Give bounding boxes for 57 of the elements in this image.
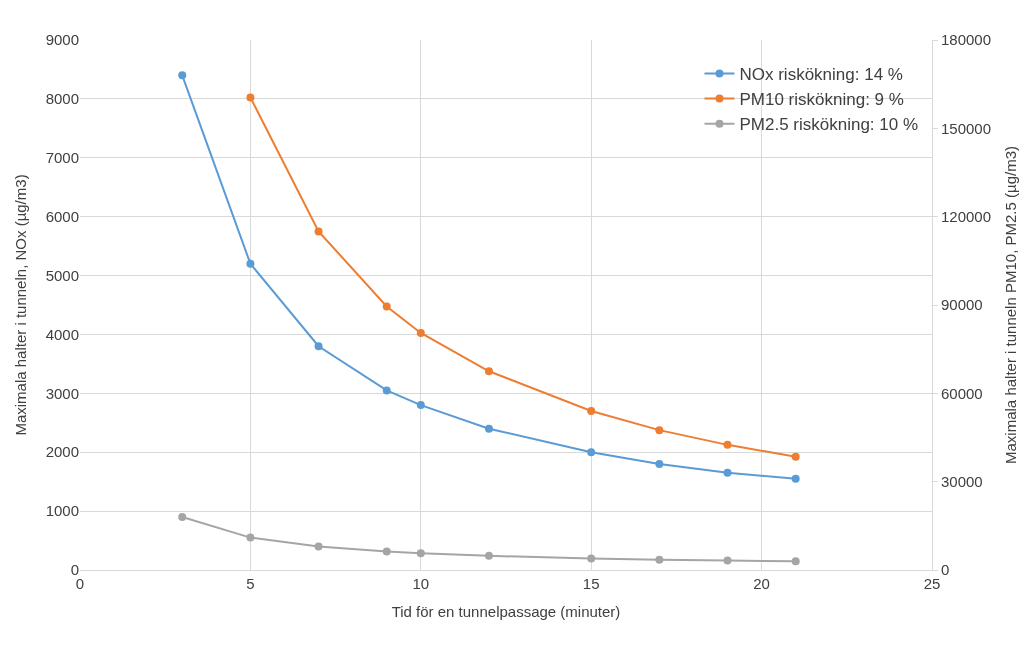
point	[382, 547, 391, 556]
point	[655, 426, 664, 435]
y-tick-label: 5000	[45, 266, 79, 284]
point	[382, 302, 391, 311]
y-tick-label: 6000	[45, 207, 79, 225]
point	[587, 448, 596, 457]
y-tick-label: 8000	[45, 90, 79, 108]
point	[416, 401, 425, 410]
legend-label: NOx riskökning: 14 %	[739, 65, 903, 85]
y2-tick-label: 150000	[941, 119, 992, 137]
y-tick-label: 0	[70, 561, 79, 579]
x-tick-label: 10	[412, 575, 430, 592]
point	[416, 328, 425, 337]
legend-label: PM2.5 riskökning: 10 %	[739, 115, 919, 135]
point	[178, 513, 187, 521]
point	[791, 557, 800, 566]
x-axis-title: Tid för en tunnelpassage (minuter)	[391, 603, 621, 620]
point	[484, 551, 493, 560]
point	[246, 93, 255, 102]
point	[723, 468, 732, 477]
point	[723, 440, 732, 449]
point	[723, 556, 732, 565]
y2-tick-label: 60000	[941, 384, 983, 402]
y2-tick-label: 0	[941, 561, 950, 579]
y2-tick-label: 180000	[941, 31, 992, 49]
y2-tick-label: 90000	[941, 296, 983, 314]
point	[246, 259, 255, 268]
point	[655, 460, 664, 468]
point	[587, 407, 596, 415]
point	[314, 227, 323, 236]
x-tick-label: 20	[753, 575, 770, 592]
y-tick-label: 1000	[45, 502, 79, 520]
y-axis-title: Maximala halter i tunneln, NOx (µg/m3)	[11, 174, 29, 436]
x-tick-label: 5	[246, 575, 255, 592]
y2-tick-label: 30000	[941, 472, 983, 490]
point	[314, 342, 323, 351]
point	[246, 533, 255, 542]
point	[416, 549, 425, 558]
x-tick-label: 25	[923, 575, 941, 592]
y-tick-label: 2000	[45, 443, 79, 461]
y-tick-label: 3000	[45, 384, 79, 402]
y2-axis-title: Maximala halter i tunneln PM10, PM2.5 (µg/m3)	[1002, 146, 1020, 464]
point	[791, 452, 800, 461]
y-tick-label: 7000	[45, 149, 79, 167]
x-tick-label: 15	[582, 575, 600, 592]
point	[314, 542, 323, 551]
y-tick-label: 4000	[45, 325, 79, 343]
legend-label: PM10 riskökning: 9 %	[739, 90, 904, 110]
point	[655, 555, 664, 564]
point	[587, 554, 596, 563]
point	[178, 71, 187, 80]
point	[484, 367, 493, 376]
point	[382, 386, 391, 395]
y-tick-label: 9000	[45, 31, 79, 49]
point	[484, 424, 493, 433]
point	[791, 474, 800, 483]
y2-tick-label: 120000	[941, 207, 992, 225]
